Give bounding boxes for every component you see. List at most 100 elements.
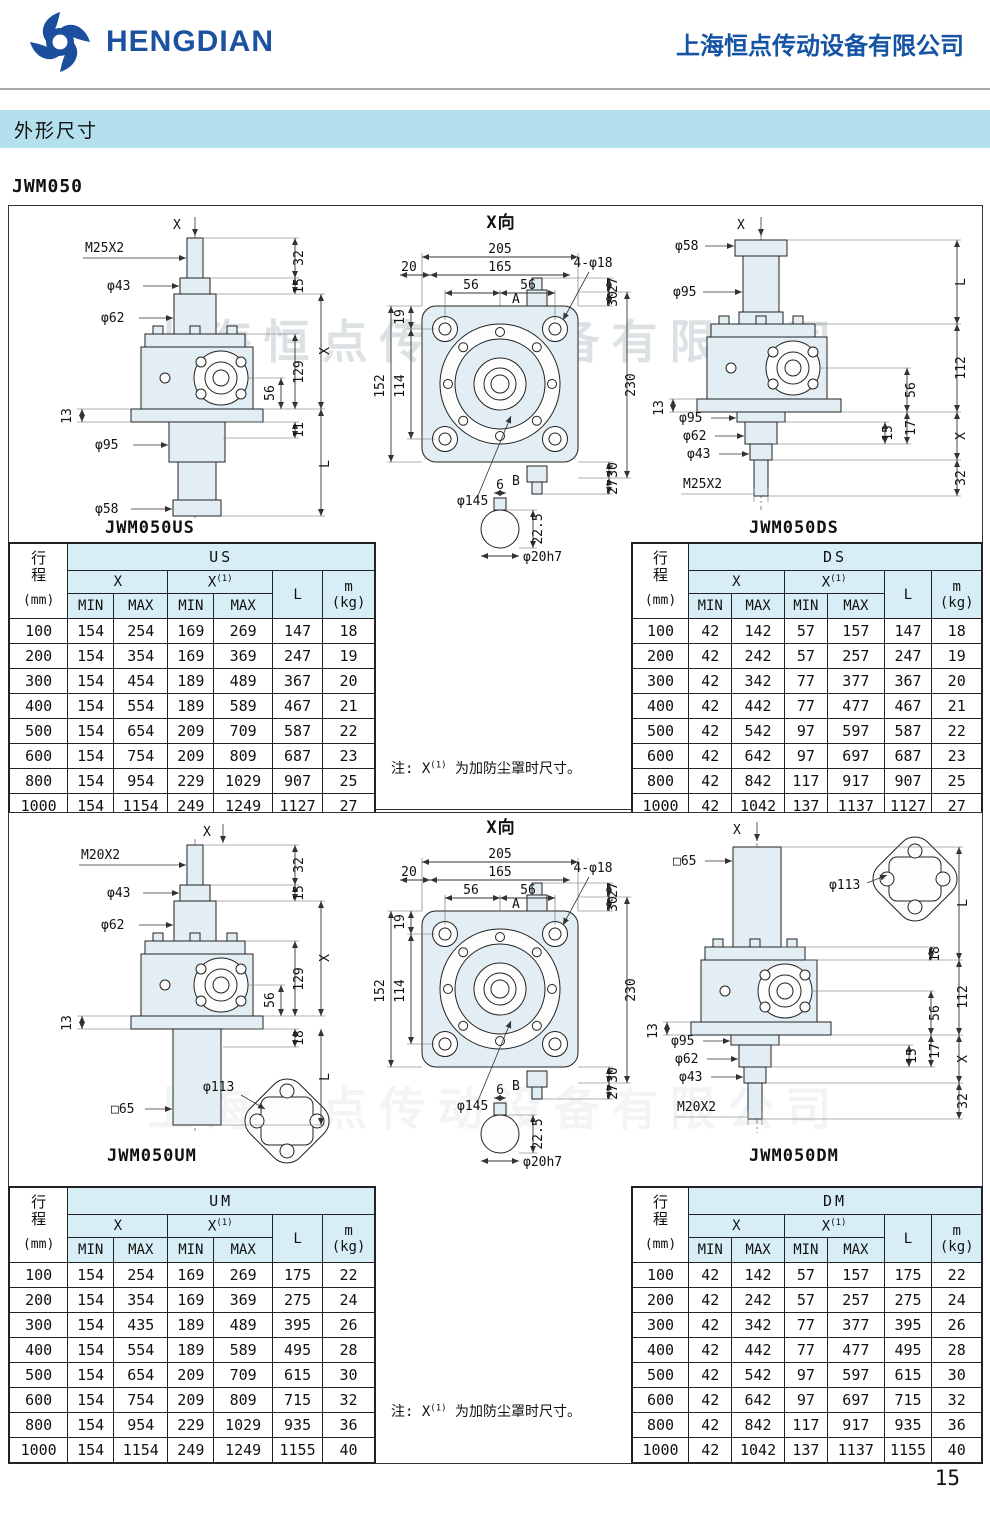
- table-cell: 809: [213, 743, 274, 769]
- table-cell: 30: [322, 1362, 376, 1388]
- table-cell: 500: [631, 1362, 689, 1388]
- col-header-min: MIN: [67, 1237, 115, 1263]
- table-row: 500 154 654 209 709 615 30: [8, 1362, 376, 1388]
- table-cell: 587: [272, 718, 324, 744]
- table-row: 200 42 242 57 257 275 24: [631, 1287, 983, 1313]
- col-header-x: X: [67, 1214, 169, 1238]
- table-cell: 542: [731, 1362, 785, 1388]
- table-cell: 42: [687, 768, 733, 794]
- col-header-stroke: 行程 (mm): [8, 542, 69, 619]
- company-name: 上海恒点传动设备有限公司: [676, 33, 964, 60]
- table-cell: 1249: [213, 1437, 274, 1464]
- spec-table-us: 行程 (mm) US X X(1) L m (kg) MIN MAX MIN MA…: [8, 542, 376, 820]
- table-cell: 77: [783, 1337, 829, 1363]
- table-cell: 589: [213, 693, 274, 719]
- svg-text:JWM050US: JWM050US: [105, 518, 195, 536]
- table-cell: 169: [167, 643, 215, 669]
- table-cell: 687: [272, 743, 324, 769]
- table-cell: 1000: [8, 1437, 69, 1464]
- table-cell: 300: [631, 1312, 689, 1338]
- table-cell: 367: [883, 668, 933, 694]
- table-cell: 1029: [213, 768, 274, 794]
- table-row: 100 154 254 169 269 175 22: [8, 1262, 376, 1288]
- table-cell: 369: [213, 643, 274, 669]
- table-cell: 19: [931, 643, 983, 669]
- table-cell: 209: [167, 1362, 215, 1388]
- table-cell: 754: [113, 1387, 169, 1413]
- svg-text:11: 11: [292, 422, 307, 438]
- svg-text:φ95: φ95: [95, 438, 118, 453]
- table-row: 800 42 842 117 917 935 36: [631, 1412, 983, 1438]
- section-title: 外形尺寸: [14, 120, 99, 142]
- svg-text:27: 27: [606, 882, 621, 898]
- table-cell: 254: [113, 618, 169, 644]
- svg-text:56: 56: [463, 278, 479, 293]
- table-row: 200 154 354 169 369 275 24: [8, 1287, 376, 1313]
- svg-text:18: 18: [928, 946, 943, 962]
- table-cell: 42: [687, 1412, 733, 1438]
- table-cell: 354: [113, 643, 169, 669]
- table-row: 300 42 342 77 377 395 26: [631, 1312, 983, 1338]
- table-cell: 300: [631, 668, 689, 694]
- model-label: JWM050: [12, 176, 84, 197]
- table-cell: 32: [931, 1387, 983, 1413]
- table-cell: 229: [167, 1412, 215, 1438]
- table-cell: 247: [272, 643, 324, 669]
- table-cell: 477: [827, 693, 885, 719]
- table-cell: 500: [8, 1362, 69, 1388]
- svg-text:M25X2: M25X2: [85, 241, 124, 256]
- table-row: 200 154 354 169 369 247 19: [8, 643, 376, 669]
- table-cell: 100: [8, 1262, 69, 1288]
- table-row: 200 42 242 57 257 247 19: [631, 643, 983, 669]
- table-cell: 147: [883, 618, 933, 644]
- table-cell: 18: [322, 618, 376, 644]
- table-cell: 42: [687, 668, 733, 694]
- svg-text:22.5: 22.5: [531, 513, 546, 544]
- table-cell: 142: [731, 1262, 785, 1288]
- svg-text:X向: X向: [486, 817, 515, 838]
- table-cell: 22: [322, 718, 376, 744]
- table-cell: 42: [687, 1337, 733, 1363]
- table-title-um: UM: [67, 1186, 376, 1215]
- svg-text:152: 152: [373, 374, 388, 397]
- table-cell: 18: [931, 618, 983, 644]
- table-cell: 400: [8, 1337, 69, 1363]
- table-cell: 809: [213, 1387, 274, 1413]
- table-cell: 800: [631, 768, 689, 794]
- table-cell: 300: [8, 1312, 69, 1338]
- table-cell: 600: [631, 743, 689, 769]
- svg-text:φ62: φ62: [101, 311, 124, 326]
- table-cell: 400: [631, 693, 689, 719]
- table-cell: 42: [687, 1312, 733, 1338]
- table-cell: 30: [931, 1362, 983, 1388]
- table-cell: 229: [167, 768, 215, 794]
- col-header-x1: X(1): [783, 570, 885, 594]
- table-cell: 42: [687, 643, 733, 669]
- table-cell: 20: [931, 668, 983, 694]
- table-cell: 154: [67, 1412, 115, 1438]
- table-row: 100 154 254 169 269 147 18: [8, 618, 376, 644]
- svg-text:15: 15: [292, 885, 307, 901]
- table-row: 800 42 842 117 917 907 25: [631, 768, 983, 794]
- drawing-jwm050dm: X φ113 □65 13 φ95 φ62 φ43 M20X2: [646, 822, 971, 1165]
- table-cell: 22: [322, 1262, 376, 1288]
- table-cell: 200: [8, 643, 69, 669]
- table-cell: 40: [931, 1437, 983, 1464]
- table-cell: 467: [883, 693, 933, 719]
- table-row: 800 154 954 229 1029 907 25: [8, 768, 376, 794]
- table-cell: 709: [213, 1362, 274, 1388]
- table-cell: 442: [731, 693, 785, 719]
- svg-text:17: 17: [904, 420, 919, 436]
- svg-text:27: 27: [606, 277, 621, 293]
- svg-text:19: 19: [393, 914, 408, 930]
- svg-text:230: 230: [624, 373, 637, 396]
- svg-text:φ43: φ43: [107, 279, 130, 294]
- table-title-us: US: [67, 542, 376, 571]
- table-row: 300 154 435 189 489 395 26: [8, 1312, 376, 1338]
- table-cell: 189: [167, 1312, 215, 1338]
- svg-text:B: B: [512, 474, 520, 489]
- table-cell: 554: [113, 1337, 169, 1363]
- table-cell: 28: [322, 1337, 376, 1363]
- table-cell: 554: [113, 693, 169, 719]
- table-cell: 42: [687, 1362, 733, 1388]
